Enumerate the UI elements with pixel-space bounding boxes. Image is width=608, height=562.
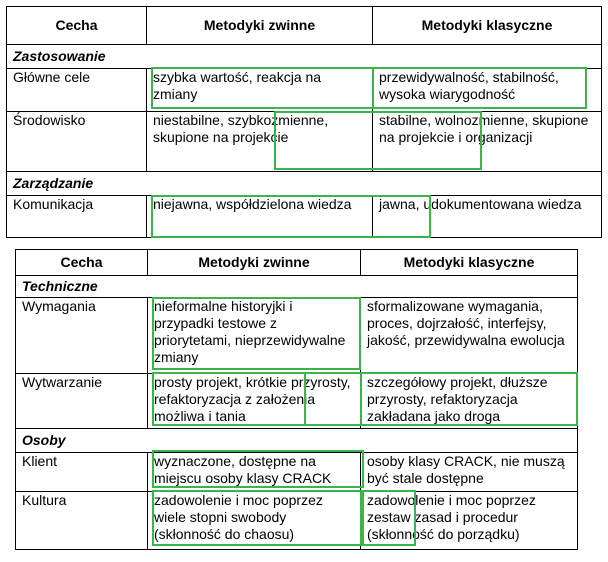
section-row: Zarządzanie — [6, 171, 602, 196]
header-feature: Cecha — [6, 6, 147, 45]
comparison-table-1: Cecha Metodyki zwinne Metodyki klasyczne… — [6, 6, 602, 238]
agile-cell: zadowolenie i moc poprzez wiele stopni s… — [147, 491, 361, 550]
header-agile: Metodyki zwinne — [147, 249, 361, 276]
table-row: Środowisko niestabilne, szybkozmienne, s… — [6, 111, 602, 172]
section-title: Techniczne — [15, 275, 578, 298]
feature-cell: Wymagania — [15, 297, 148, 374]
section-row: Osoby — [15, 428, 578, 453]
section-row: Zastosowanie — [6, 44, 602, 69]
classic-cell: zadowolenie i moc poprzez zestaw zasad i… — [360, 491, 578, 550]
classic-cell: przewidywalność, stabilność, wysoka wiar… — [372, 68, 602, 112]
header-feature: Cecha — [15, 249, 148, 276]
table-row: Kultura zadowolenie i moc poprzez wiele … — [15, 491, 578, 550]
section-row: Techniczne — [15, 275, 578, 298]
feature-cell: Główne cele — [6, 68, 147, 112]
table-row: Wymagania nieformalne historyjki i przyp… — [15, 297, 578, 374]
header-classic: Metodyki klasyczne — [360, 249, 578, 276]
header-classic: Metodyki klasyczne — [372, 6, 602, 45]
classic-cell: stabilne, wolnozmienne, skupione na proj… — [372, 111, 602, 172]
classic-cell: jawna, udokumentowana wiedza — [372, 195, 602, 238]
header-agile: Metodyki zwinne — [146, 6, 373, 45]
header-row: Cecha Metodyki zwinne Metodyki klasyczne — [6, 6, 602, 45]
section-title: Osoby — [15, 428, 578, 453]
feature-cell: Środowisko — [6, 111, 147, 172]
agile-cell: niestabilne, szybkozmienne, skupione na … — [146, 111, 373, 172]
agile-cell: nieformalne historyjki i przypadki testo… — [147, 297, 361, 374]
table-row: Komunikacja niejawna, współdzielona wied… — [6, 195, 602, 238]
agile-cell: niejawna, współdzielona wiedza — [146, 195, 373, 238]
section-title: Zastosowanie — [6, 44, 602, 69]
feature-cell: Kultura — [15, 491, 148, 550]
classic-cell: sformalizowane wymagania, proces, dojrza… — [360, 297, 578, 374]
feature-cell: Komunikacja — [6, 195, 147, 238]
agile-cell: szybka wartość, reakcja na zmiany — [146, 68, 373, 112]
header-row: Cecha Metodyki zwinne Metodyki klasyczne — [15, 249, 578, 276]
table-row: Wytwarzanie prosty projekt, krótkie przy… — [15, 373, 578, 429]
agile-cell: wyznaczone, dostępne na miejscu osoby kl… — [147, 452, 361, 492]
table-row: Klient wyznaczone, dostępne na miejscu o… — [15, 452, 578, 492]
feature-cell: Wytwarzanie — [15, 373, 148, 429]
table-row: Główne cele szybka wartość, reakcja na z… — [6, 68, 602, 112]
comparison-table-2: Cecha Metodyki zwinne Metodyki klasyczne… — [15, 249, 578, 550]
agile-cell: prosty projekt, krótkie przyrosty, refak… — [147, 373, 361, 429]
classic-cell: szczegółowy projekt, dłuższe przyrosty, … — [360, 373, 578, 429]
classic-cell: osoby klasy CRACK, nie muszą być stale d… — [360, 452, 578, 492]
feature-cell: Klient — [15, 452, 148, 492]
section-title: Zarządzanie — [6, 171, 602, 196]
